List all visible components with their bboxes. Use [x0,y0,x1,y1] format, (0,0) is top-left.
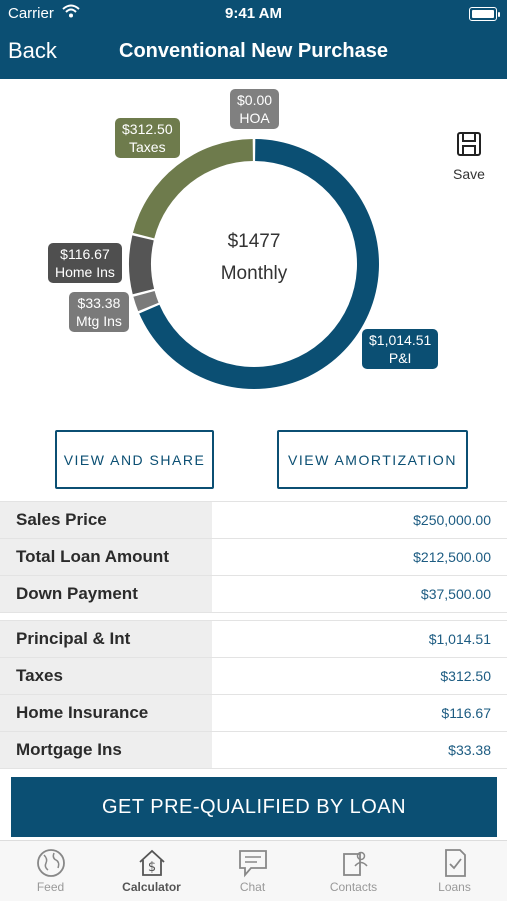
table-row-down-payment: Down Payment $37,500.00 [0,576,507,613]
donut-slice-home-ins [129,235,155,295]
payment-table: Principal & Int $1,014.51 Taxes $312.50 … [0,620,507,769]
row-value: $312.50 [440,668,491,684]
tab-contacts[interactable]: Contacts [303,841,404,901]
top-bar: Carrier 9:41 AM Back Conventional New Pu… [0,0,507,79]
tag-taxes: $312.50 Taxes [115,118,180,158]
tag-hoa: $0.00 HOA [230,89,280,129]
tab-bar: Feed $ Calculator Chat Contacts Loans [0,840,507,901]
row-label: Down Payment [0,576,212,612]
table-row-principal-int: Principal & Int $1,014.51 [0,621,507,658]
row-label: Home Insurance [0,695,212,731]
tag-hoa-value: $0.00 [237,92,273,108]
view-amortization-button[interactable]: VIEW AMORTIZATION [277,430,468,489]
table-row-total-loan: Total Loan Amount $212,500.00 [0,539,507,576]
save-label: Save [453,166,485,182]
loan-table: Sales Price $250,000.00 Total Loan Amoun… [0,501,507,613]
row-label: Mortgage Ins [0,732,212,768]
save-button[interactable]: Save [449,131,489,182]
tab-feed[interactable]: Feed [0,841,101,901]
row-value: $37,500.00 [420,586,491,602]
chat-bubble-icon [238,850,267,878]
row-value: $116.67 [441,705,491,721]
globe-icon [36,849,65,877]
row-value: $33.38 [448,742,491,758]
row-value: $212,500.00 [413,549,491,565]
tag-mtg-ins-value: $33.38 [77,295,121,311]
table-row-mortgage-ins: Mortgage Ins $33.38 [0,732,507,769]
row-label: Total Loan Amount [0,539,212,575]
tab-calculator[interactable]: $ Calculator [101,841,202,901]
tag-pi-name: P&I [388,350,412,366]
donut-slice-mtg-ins [133,291,159,312]
tab-label: Contacts [329,880,378,894]
back-button[interactable]: Back [8,38,57,63]
tag-home-ins-name: Home Ins [55,264,115,280]
tag-home-ins: $116.67 Home Ins [48,243,122,283]
tag-hoa-name: HOA [239,110,270,126]
payment-chart: $1477 Monthly $0.00 HOA $312.50 Taxes $1… [0,79,507,419]
svg-text:$: $ [147,860,155,875]
row-label: Principal & Int [0,621,212,657]
tab-label: Feed [36,880,65,894]
monthly-label: Monthly [220,263,288,284]
tag-taxes-name: Taxes [129,139,166,155]
wifi-icon [62,4,80,22]
page-title: Conventional New Purchase [119,40,388,62]
tag-taxes-value: $312.50 [122,121,173,137]
donut-slice-taxes [132,139,253,239]
tab-label: Loans [438,880,471,894]
tab-label: Calculator [122,880,181,894]
house-dollar-icon: $ [138,849,165,876]
tag-pi: $1,014.51 P&I [362,329,439,369]
tab-chat[interactable]: Chat [202,841,303,901]
row-label: Taxes [0,658,212,694]
table-row-home-insurance: Home Insurance $116.67 [0,695,507,732]
tag-mtg-ins-name: Mtg Ins [76,313,122,329]
tag-home-ins-value: $116.67 [60,246,110,262]
view-and-share-button[interactable]: VIEW AND SHARE [55,430,214,489]
table-row-sales-price: Sales Price $250,000.00 [0,502,507,539]
status-bar: Carrier 9:41 AM [0,0,507,28]
monthly-amount: $1477 [227,231,281,252]
tab-loans[interactable]: Loans [404,841,505,901]
row-value: $250,000.00 [413,512,491,528]
contacts-icon [342,851,368,876]
tag-mtg-ins: $33.38 Mtg Ins [69,292,129,332]
tag-pi-value: $1,014.51 [369,332,432,348]
row-label: Sales Price [0,502,212,538]
document-check-icon [444,849,466,877]
carrier-label: Carrier [8,5,54,22]
row-value: $1,014.51 [428,631,491,647]
battery-icon [469,7,500,21]
table-row-taxes: Taxes $312.50 [0,658,507,695]
donut-chart [129,139,379,389]
clock: 9:41 AM [225,5,282,22]
tab-label: Chat [239,880,266,894]
floppy-disk-icon [457,132,481,156]
get-pre-qualified-button[interactable]: GET PRE-QUALIFIED BY LOAN [11,777,497,837]
